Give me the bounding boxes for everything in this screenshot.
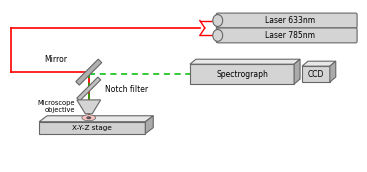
Ellipse shape bbox=[82, 115, 96, 121]
Polygon shape bbox=[190, 59, 300, 64]
Ellipse shape bbox=[86, 116, 91, 119]
Text: Microscope
objective: Microscope objective bbox=[37, 100, 75, 113]
Text: Mirror: Mirror bbox=[44, 55, 67, 64]
Polygon shape bbox=[145, 116, 153, 134]
Polygon shape bbox=[77, 100, 101, 114]
Polygon shape bbox=[77, 77, 101, 101]
FancyBboxPatch shape bbox=[216, 28, 357, 43]
Text: Laser 785nm: Laser 785nm bbox=[265, 31, 315, 40]
Polygon shape bbox=[39, 116, 153, 122]
Text: CCD: CCD bbox=[308, 70, 324, 79]
Polygon shape bbox=[330, 61, 336, 82]
Ellipse shape bbox=[213, 15, 223, 26]
Polygon shape bbox=[302, 61, 336, 66]
Ellipse shape bbox=[213, 29, 223, 41]
Text: Notch filter: Notch filter bbox=[105, 85, 148, 94]
FancyBboxPatch shape bbox=[190, 64, 294, 84]
FancyBboxPatch shape bbox=[302, 66, 330, 82]
Polygon shape bbox=[76, 59, 102, 85]
FancyBboxPatch shape bbox=[216, 13, 357, 28]
Polygon shape bbox=[39, 122, 145, 134]
Text: Laser 633nm: Laser 633nm bbox=[265, 16, 315, 25]
Text: Spectrograph: Spectrograph bbox=[216, 70, 268, 79]
Polygon shape bbox=[294, 59, 300, 84]
Text: X-Y-Z stage: X-Y-Z stage bbox=[72, 125, 112, 131]
